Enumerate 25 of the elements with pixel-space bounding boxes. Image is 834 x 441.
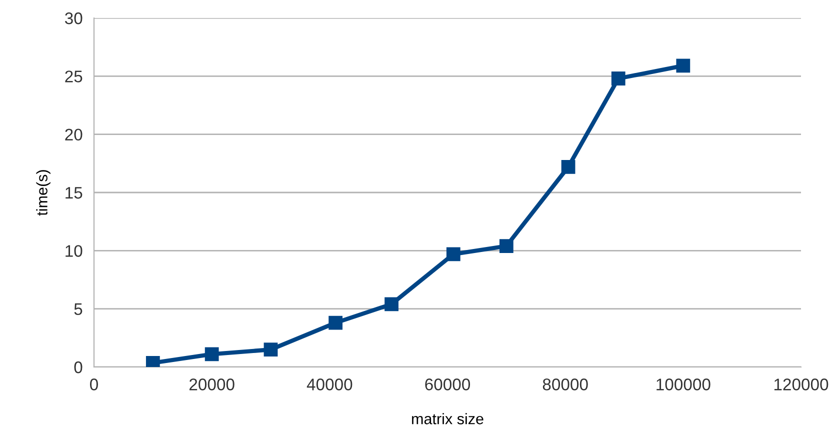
x-tick-label: 20000 xyxy=(190,378,234,390)
point xyxy=(328,316,343,330)
y-tick-label: 10 xyxy=(66,245,82,257)
point xyxy=(676,58,690,73)
point xyxy=(499,239,514,253)
y-tick-label: 5 xyxy=(74,303,82,316)
x-tick-label: 120000 xyxy=(774,378,828,390)
x-tick-label: 40000 xyxy=(306,378,352,390)
y-tick-label: 15 xyxy=(66,187,82,199)
x-axis-title: matrix size xyxy=(412,413,484,424)
x-tick-label: 80000 xyxy=(542,378,588,390)
point xyxy=(561,160,576,174)
y-tick-label: 0 xyxy=(74,361,82,374)
y-axis-title: time(s) xyxy=(36,170,50,216)
point xyxy=(384,297,398,312)
y-tick-label: 20 xyxy=(65,128,82,141)
y-tick-label: 30 xyxy=(64,12,82,24)
x-tick-label: 0 xyxy=(90,378,98,390)
point xyxy=(446,247,460,262)
point xyxy=(264,342,278,356)
x-tick-label: 100000 xyxy=(656,378,710,390)
y-tick-label: 25 xyxy=(65,70,82,82)
x-tick-label: 60000 xyxy=(425,378,470,390)
point xyxy=(611,72,626,86)
point xyxy=(204,347,219,362)
